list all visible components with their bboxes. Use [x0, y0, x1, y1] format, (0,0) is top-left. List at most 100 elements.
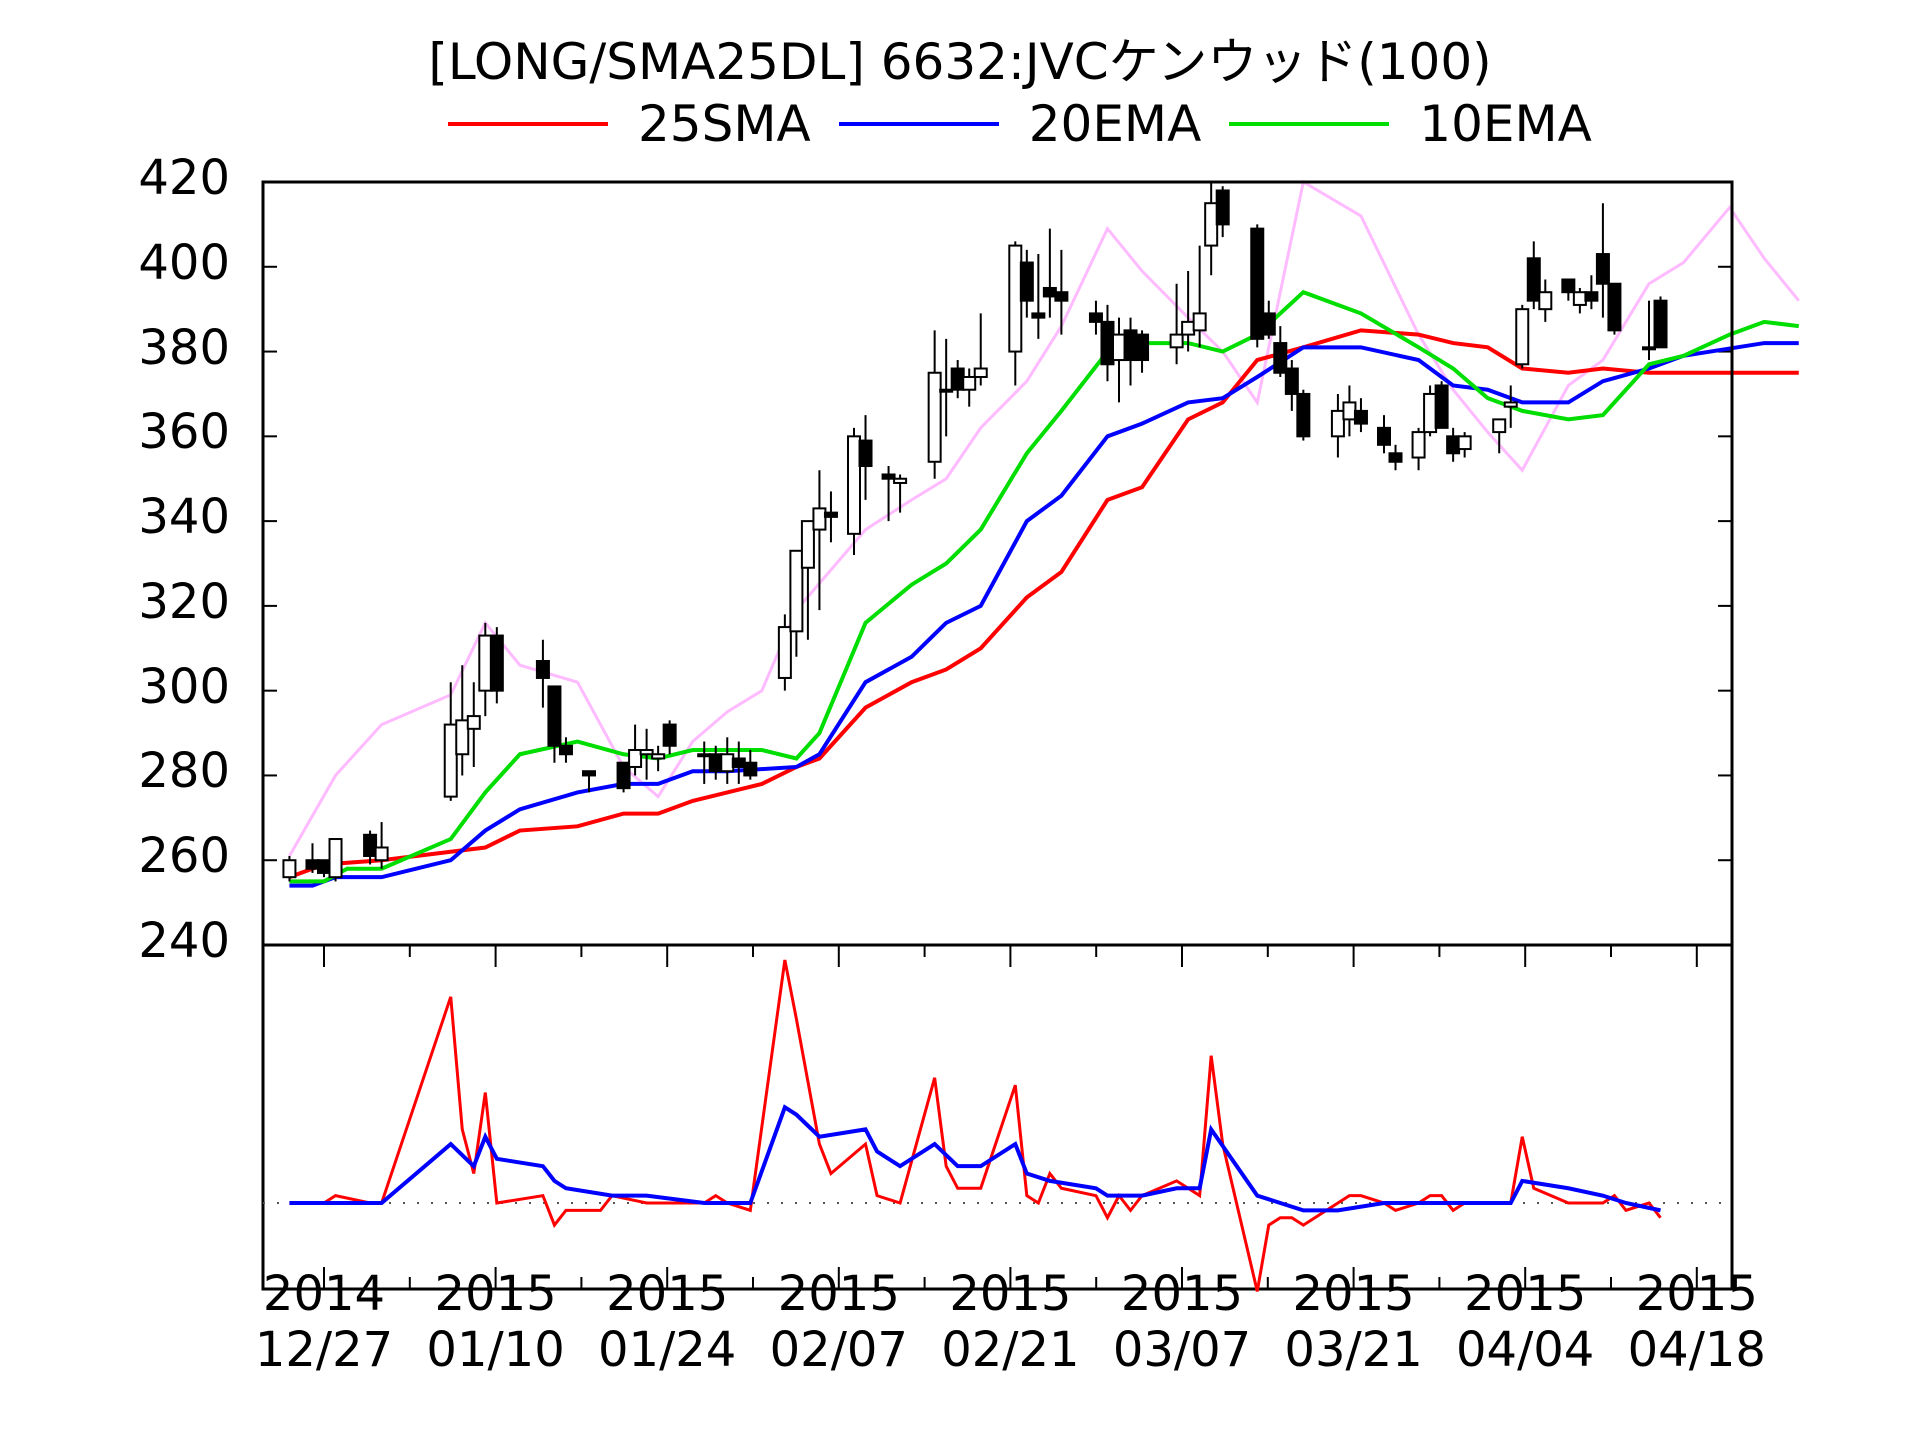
candle [1572, 291, 1587, 306]
candle [777, 626, 792, 679]
candle [950, 367, 965, 391]
candle [305, 859, 320, 870]
candle [789, 549, 804, 633]
y-tick-label: 380 [138, 320, 230, 376]
candle [651, 753, 666, 760]
candle [1088, 312, 1103, 323]
y-tick-label: 320 [138, 574, 230, 630]
candle [1538, 291, 1553, 311]
candle [443, 723, 458, 798]
candle [1526, 257, 1541, 302]
candle [282, 859, 297, 879]
x-tick-label: 2014 12/27 [254, 1266, 394, 1378]
candle [1273, 342, 1288, 374]
legend-line-green [1229, 122, 1390, 126]
candle [374, 846, 389, 862]
candle [927, 371, 942, 463]
candle [1111, 333, 1126, 362]
series-10EMA [289, 289, 1800, 884]
candle [1561, 278, 1576, 294]
series-20EMA [289, 341, 1799, 888]
x-tick-label: 2015 01/10 [426, 1266, 565, 1378]
candle [1584, 291, 1599, 302]
candle [547, 685, 562, 747]
legend: 25SMA 20EMA 10EMA [440, 94, 1612, 154]
candle [328, 838, 343, 879]
candle [662, 723, 677, 747]
candle [1250, 227, 1265, 340]
candle [1181, 320, 1196, 336]
y-tick-label: 240 [138, 913, 230, 969]
candle [1595, 253, 1610, 285]
legend-label: 10EMA [1419, 95, 1592, 153]
candle [1192, 312, 1207, 332]
y-tick-label: 420 [138, 150, 230, 206]
candle [1388, 452, 1403, 463]
candle [720, 753, 735, 773]
legend-label: 20EMA [1028, 95, 1202, 153]
candle [1457, 435, 1472, 451]
y-tick-label: 300 [138, 659, 230, 715]
candle [743, 761, 758, 777]
candle [1607, 282, 1622, 332]
y-tick-label: 340 [138, 489, 230, 545]
candle [1123, 329, 1138, 362]
candle [639, 749, 654, 756]
lower-plot-frame [261, 943, 1734, 1291]
candle [1423, 392, 1438, 434]
candle [697, 753, 712, 758]
candle [1031, 312, 1046, 319]
candle [708, 753, 723, 773]
candle [1135, 333, 1150, 362]
legend-label: 25SMA [638, 95, 811, 153]
candle [1503, 401, 1518, 408]
candle [1434, 384, 1449, 429]
candle [478, 634, 493, 692]
chart-title: [LONG/SMA25DL] 6632:JVCケンウッド(100) [428, 33, 1492, 91]
candle [812, 507, 827, 531]
x-tick-label: 2015 04/04 [1456, 1266, 1595, 1378]
candle [881, 473, 896, 480]
y-tick-label: 280 [138, 743, 230, 799]
candle [628, 749, 643, 768]
legend-line-blue [838, 122, 999, 126]
candle [1261, 312, 1276, 336]
y-tick-label: 260 [138, 828, 230, 884]
candle [1446, 435, 1461, 455]
candle [1515, 308, 1530, 366]
x-tick-label: 2015 03/21 [1284, 1266, 1423, 1378]
candle [973, 367, 988, 378]
candle [1215, 189, 1230, 226]
candle [1353, 409, 1368, 425]
candle [616, 761, 631, 790]
candle [535, 659, 550, 679]
legend-item-10ema: 10EMA [1221, 95, 1612, 153]
legend-item-20ema: 20EMA [831, 95, 1222, 153]
candle [1653, 299, 1668, 349]
candle [558, 744, 573, 756]
candle [1054, 291, 1069, 302]
legend-item-25sma: 25SMA [440, 95, 831, 153]
candle [731, 757, 746, 768]
candle [1342, 401, 1357, 421]
candle [1376, 426, 1391, 446]
candle [800, 520, 815, 569]
candle [363, 833, 378, 857]
candle [1008, 244, 1023, 353]
candle [1284, 367, 1299, 395]
candle [581, 770, 596, 777]
candle [823, 511, 838, 518]
candle [962, 375, 977, 391]
candle [1296, 392, 1311, 438]
candle [893, 477, 908, 484]
candle [1204, 202, 1219, 247]
candle [1641, 346, 1656, 351]
candle [846, 435, 861, 535]
candle [1100, 320, 1115, 366]
candle [1169, 333, 1184, 349]
candle [1019, 261, 1034, 302]
y-tick-label: 400 [138, 235, 230, 291]
x-tick-label: 2015 03/07 [1112, 1266, 1252, 1378]
candle [455, 719, 470, 756]
